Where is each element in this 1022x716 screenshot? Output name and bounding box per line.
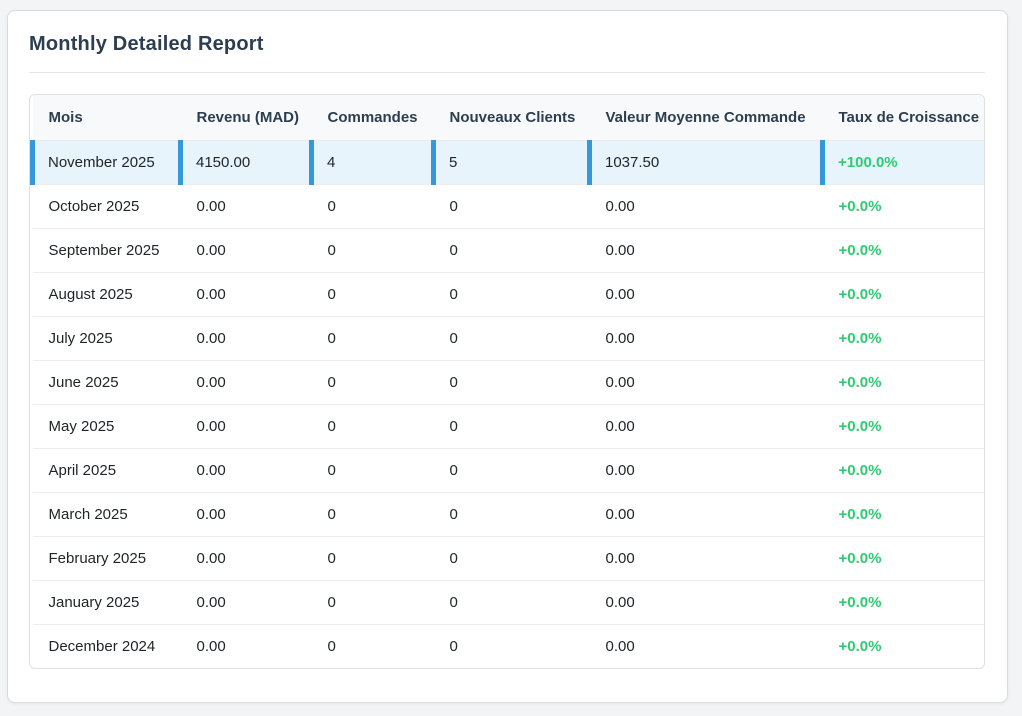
cell-orders: 0 xyxy=(312,185,434,229)
cell-orders: 0 xyxy=(312,493,434,537)
cell-new-clients: 0 xyxy=(434,317,590,361)
cell-growth-rate: +100.0% xyxy=(823,141,985,185)
cell-month: January 2025 xyxy=(33,581,181,625)
column-header-revenu: Revenu (MAD) xyxy=(181,95,312,141)
cell-growth-rate: +0.0% xyxy=(823,537,985,581)
page-title: Monthly Detailed Report xyxy=(29,33,985,56)
table-row: October 2025 0.00 0 0 0.00 +0.0% xyxy=(33,185,985,229)
cell-revenue: 0.00 xyxy=(181,405,312,449)
cell-new-clients: 0 xyxy=(434,361,590,405)
cell-avg-order-value: 0.00 xyxy=(590,405,823,449)
report-table-card: Mois Revenu (MAD) Commandes Nouveaux Cli… xyxy=(29,94,985,669)
cell-new-clients: 0 xyxy=(434,581,590,625)
cell-avg-order-value: 0.00 xyxy=(590,317,823,361)
cell-new-clients: 0 xyxy=(434,625,590,669)
cell-new-clients: 0 xyxy=(434,493,590,537)
table-row: April 2025 0.00 0 0 0.00 +0.0% xyxy=(33,449,985,493)
cell-orders: 0 xyxy=(312,405,434,449)
cell-month: November 2025 xyxy=(33,141,181,185)
cell-new-clients: 0 xyxy=(434,229,590,273)
monthly-report-table: Mois Revenu (MAD) Commandes Nouveaux Cli… xyxy=(30,95,984,668)
cell-revenue: 0.00 xyxy=(181,361,312,405)
cell-orders: 0 xyxy=(312,317,434,361)
table-header-row: Mois Revenu (MAD) Commandes Nouveaux Cli… xyxy=(33,95,985,141)
cell-growth-rate: +0.0% xyxy=(823,405,985,449)
cell-month: December 2024 xyxy=(33,625,181,669)
cell-revenue: 0.00 xyxy=(181,581,312,625)
cell-growth-rate: +0.0% xyxy=(823,317,985,361)
table-body: November 2025 4150.00 4 5 1037.50 +100.0… xyxy=(33,141,985,669)
table-row: December 2024 0.00 0 0 0.00 +0.0% xyxy=(33,625,985,669)
cell-orders: 0 xyxy=(312,229,434,273)
table-row: May 2025 0.00 0 0 0.00 +0.0% xyxy=(33,405,985,449)
cell-new-clients: 0 xyxy=(434,537,590,581)
title-divider xyxy=(29,72,985,73)
cell-revenue: 0.00 xyxy=(181,229,312,273)
cell-growth-rate: +0.0% xyxy=(823,449,985,493)
cell-month: March 2025 xyxy=(33,493,181,537)
cell-revenue: 0.00 xyxy=(181,317,312,361)
cell-revenue: 4150.00 xyxy=(181,141,312,185)
table-row: August 2025 0.00 0 0 0.00 +0.0% xyxy=(33,273,985,317)
cell-month: June 2025 xyxy=(33,361,181,405)
cell-month: April 2025 xyxy=(33,449,181,493)
cell-revenue: 0.00 xyxy=(181,493,312,537)
cell-revenue: 0.00 xyxy=(181,449,312,493)
column-header-commandes: Commandes xyxy=(312,95,434,141)
cell-orders: 0 xyxy=(312,581,434,625)
cell-growth-rate: +0.0% xyxy=(823,185,985,229)
cell-growth-rate: +0.0% xyxy=(823,493,985,537)
page-background: Monthly Detailed Report Mois Revenu (MAD… xyxy=(0,0,1022,716)
cell-avg-order-value: 0.00 xyxy=(590,537,823,581)
cell-orders: 0 xyxy=(312,273,434,317)
column-header-taux-croissance: Taux de Croissance xyxy=(823,95,985,141)
cell-new-clients: 0 xyxy=(434,273,590,317)
cell-orders: 4 xyxy=(312,141,434,185)
table-row: January 2025 0.00 0 0 0.00 +0.0% xyxy=(33,581,985,625)
cell-orders: 0 xyxy=(312,625,434,669)
table-row: July 2025 0.00 0 0 0.00 +0.0% xyxy=(33,317,985,361)
cell-new-clients: 5 xyxy=(434,141,590,185)
cell-avg-order-value: 1037.50 xyxy=(590,141,823,185)
table-row: November 2025 4150.00 4 5 1037.50 +100.0… xyxy=(33,141,985,185)
column-header-mois: Mois xyxy=(33,95,181,141)
cell-month: October 2025 xyxy=(33,185,181,229)
cell-avg-order-value: 0.00 xyxy=(590,229,823,273)
cell-month: February 2025 xyxy=(33,537,181,581)
table-header: Mois Revenu (MAD) Commandes Nouveaux Cli… xyxy=(33,95,985,141)
cell-avg-order-value: 0.00 xyxy=(590,493,823,537)
cell-month: July 2025 xyxy=(33,317,181,361)
cell-new-clients: 0 xyxy=(434,185,590,229)
cell-orders: 0 xyxy=(312,449,434,493)
cell-avg-order-value: 0.00 xyxy=(590,625,823,669)
cell-new-clients: 0 xyxy=(434,405,590,449)
table-row: February 2025 0.00 0 0 0.00 +0.0% xyxy=(33,537,985,581)
cell-avg-order-value: 0.00 xyxy=(590,361,823,405)
table-row: September 2025 0.00 0 0 0.00 +0.0% xyxy=(33,229,985,273)
report-card: Monthly Detailed Report Mois Revenu (MAD… xyxy=(7,10,1008,703)
cell-orders: 0 xyxy=(312,361,434,405)
cell-month: May 2025 xyxy=(33,405,181,449)
cell-revenue: 0.00 xyxy=(181,273,312,317)
cell-growth-rate: +0.0% xyxy=(823,625,985,669)
cell-revenue: 0.00 xyxy=(181,537,312,581)
cell-avg-order-value: 0.00 xyxy=(590,185,823,229)
column-header-valeur-moyenne: Valeur Moyenne Commande xyxy=(590,95,823,141)
cell-growth-rate: +0.0% xyxy=(823,361,985,405)
table-row: June 2025 0.00 0 0 0.00 +0.0% xyxy=(33,361,985,405)
cell-avg-order-value: 0.00 xyxy=(590,581,823,625)
table-row: March 2025 0.00 0 0 0.00 +0.0% xyxy=(33,493,985,537)
cell-avg-order-value: 0.00 xyxy=(590,449,823,493)
cell-growth-rate: +0.0% xyxy=(823,273,985,317)
cell-growth-rate: +0.0% xyxy=(823,229,985,273)
cell-revenue: 0.00 xyxy=(181,625,312,669)
column-header-nouveaux-clients: Nouveaux Clients xyxy=(434,95,590,141)
cell-orders: 0 xyxy=(312,537,434,581)
cell-new-clients: 0 xyxy=(434,449,590,493)
cell-revenue: 0.00 xyxy=(181,185,312,229)
cell-growth-rate: +0.0% xyxy=(823,581,985,625)
cell-month: September 2025 xyxy=(33,229,181,273)
cell-month: August 2025 xyxy=(33,273,181,317)
cell-avg-order-value: 0.00 xyxy=(590,273,823,317)
